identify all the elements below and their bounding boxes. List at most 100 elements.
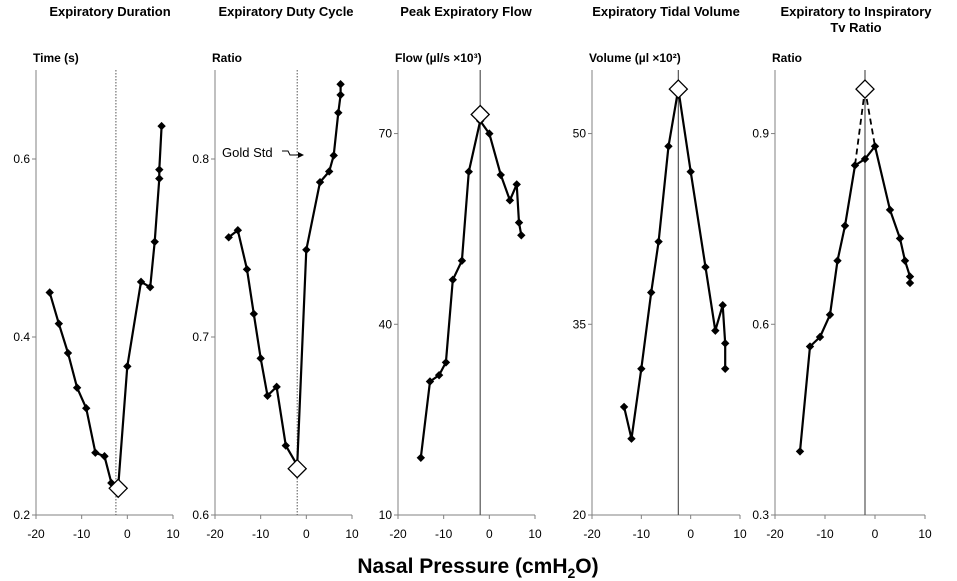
x-tick-label: 0 <box>687 527 694 541</box>
x-tick-label: -20 <box>27 527 45 541</box>
data-point <box>512 180 521 189</box>
gold-std-dashed-line <box>864 88 876 147</box>
data-point <box>324 167 334 176</box>
data-point <box>155 174 164 183</box>
x-tick-label: -20 <box>766 527 784 541</box>
gold-std-arrow-line <box>282 150 300 156</box>
y-tick-label: 0.6 <box>192 508 209 522</box>
panel-1-title: Expiratory Duration <box>49 4 170 19</box>
data-point <box>82 404 91 413</box>
y-tick-label: 0.2 <box>13 508 30 522</box>
panel-5: Expiratory to Inspiratory Tv Ratio Ratio 0.… <box>752 4 932 541</box>
x-tick-label: -10 <box>252 527 270 541</box>
data-point <box>905 272 915 281</box>
data-point <box>329 151 338 160</box>
data-point <box>850 161 860 170</box>
gold-std-marker <box>287 458 308 479</box>
data-point <box>485 129 494 138</box>
x-tick-label: -20 <box>206 527 224 541</box>
data-point <box>721 339 730 348</box>
data-point <box>505 196 515 205</box>
gold-std-dashed-line <box>854 88 866 166</box>
x-tick-label: 10 <box>166 527 180 541</box>
x-tick-label: -10 <box>73 527 91 541</box>
gold-std-marker <box>108 478 129 499</box>
x-axis-label: Nasal Pressure (cmH2O) <box>357 555 598 581</box>
x-tick-label: 10 <box>345 527 359 541</box>
data-point <box>263 391 272 400</box>
data-point <box>434 370 444 380</box>
data-point <box>805 342 815 351</box>
data-point <box>457 256 467 265</box>
data-point <box>157 121 166 131</box>
y-tick-label: 0.3 <box>752 508 769 522</box>
data-point <box>815 332 825 342</box>
data-point <box>637 364 646 373</box>
data-point <box>281 441 290 450</box>
data-point <box>721 364 730 373</box>
y-tick-label: 10 <box>379 508 393 522</box>
panel-3-ylabel: Flow (µl/s ×10³) <box>395 51 482 65</box>
series-line <box>48 126 163 488</box>
data-point <box>100 452 109 461</box>
data-point <box>150 237 159 246</box>
y-tick-label: 50 <box>573 127 587 141</box>
x-tick-label: 0 <box>303 527 310 541</box>
data-point <box>627 434 636 443</box>
data-point <box>54 319 64 328</box>
gold-std-marker <box>855 79 875 99</box>
data-point <box>654 237 663 246</box>
x-tick-label: -10 <box>816 527 834 541</box>
series-line <box>623 87 727 440</box>
panel-1-ylabel: Time (s) <box>33 51 79 65</box>
gold-std-arrow-head <box>298 152 304 158</box>
data-point <box>870 142 880 151</box>
x-tick-label: -20 <box>389 527 407 541</box>
gold-std-marker <box>668 79 689 99</box>
data-point <box>895 234 905 243</box>
panel-2-title: Expiratory Duty Cycle <box>218 4 353 19</box>
data-point <box>155 165 164 174</box>
panel-3: Peak Expiratory Flow Flow (µl/s ×10³) 10 40… <box>379 4 542 541</box>
data-point <box>900 256 910 265</box>
data-point <box>448 275 457 284</box>
data-point <box>107 478 116 488</box>
data-point <box>224 233 233 242</box>
data-point <box>302 245 311 254</box>
x-tick-label: 0 <box>872 527 879 541</box>
data-point <box>711 326 720 335</box>
x-tick-label: 10 <box>528 527 542 541</box>
panel-5-ylabel: Ratio <box>772 51 802 65</box>
data-point <box>63 348 73 358</box>
data-point <box>315 177 325 187</box>
panel-2-ylabel: Ratio <box>212 51 242 65</box>
data-point <box>45 288 54 297</box>
data-point <box>136 277 146 287</box>
y-tick-label: 40 <box>379 317 393 331</box>
data-point <box>464 167 473 176</box>
data-point <box>885 205 895 215</box>
data-point <box>647 288 656 297</box>
series-line <box>228 84 342 467</box>
data-point <box>701 262 710 272</box>
x-tick-label: 0 <box>486 527 493 541</box>
y-tick-label: 0.7 <box>192 330 209 344</box>
data-point <box>256 354 265 363</box>
panel-4-title: Expiratory Tidal Volume <box>592 4 740 19</box>
data-point <box>242 265 252 274</box>
data-point <box>840 221 850 230</box>
x-tick-label: 0 <box>124 527 131 541</box>
data-point <box>514 218 524 227</box>
y-tick-label: 0.8 <box>192 152 209 166</box>
data-point <box>496 170 505 180</box>
y-tick-label: 70 <box>379 127 393 141</box>
y-tick-label: 0.6 <box>752 317 769 331</box>
y-tick-label: 0.4 <box>13 330 30 344</box>
y-tick-label: 0.6 <box>13 152 30 166</box>
panel-3-title: Peak Expiratory Flow <box>400 4 532 19</box>
data-point <box>336 90 345 100</box>
gold-std-marker <box>470 104 491 125</box>
data-point <box>718 301 727 310</box>
